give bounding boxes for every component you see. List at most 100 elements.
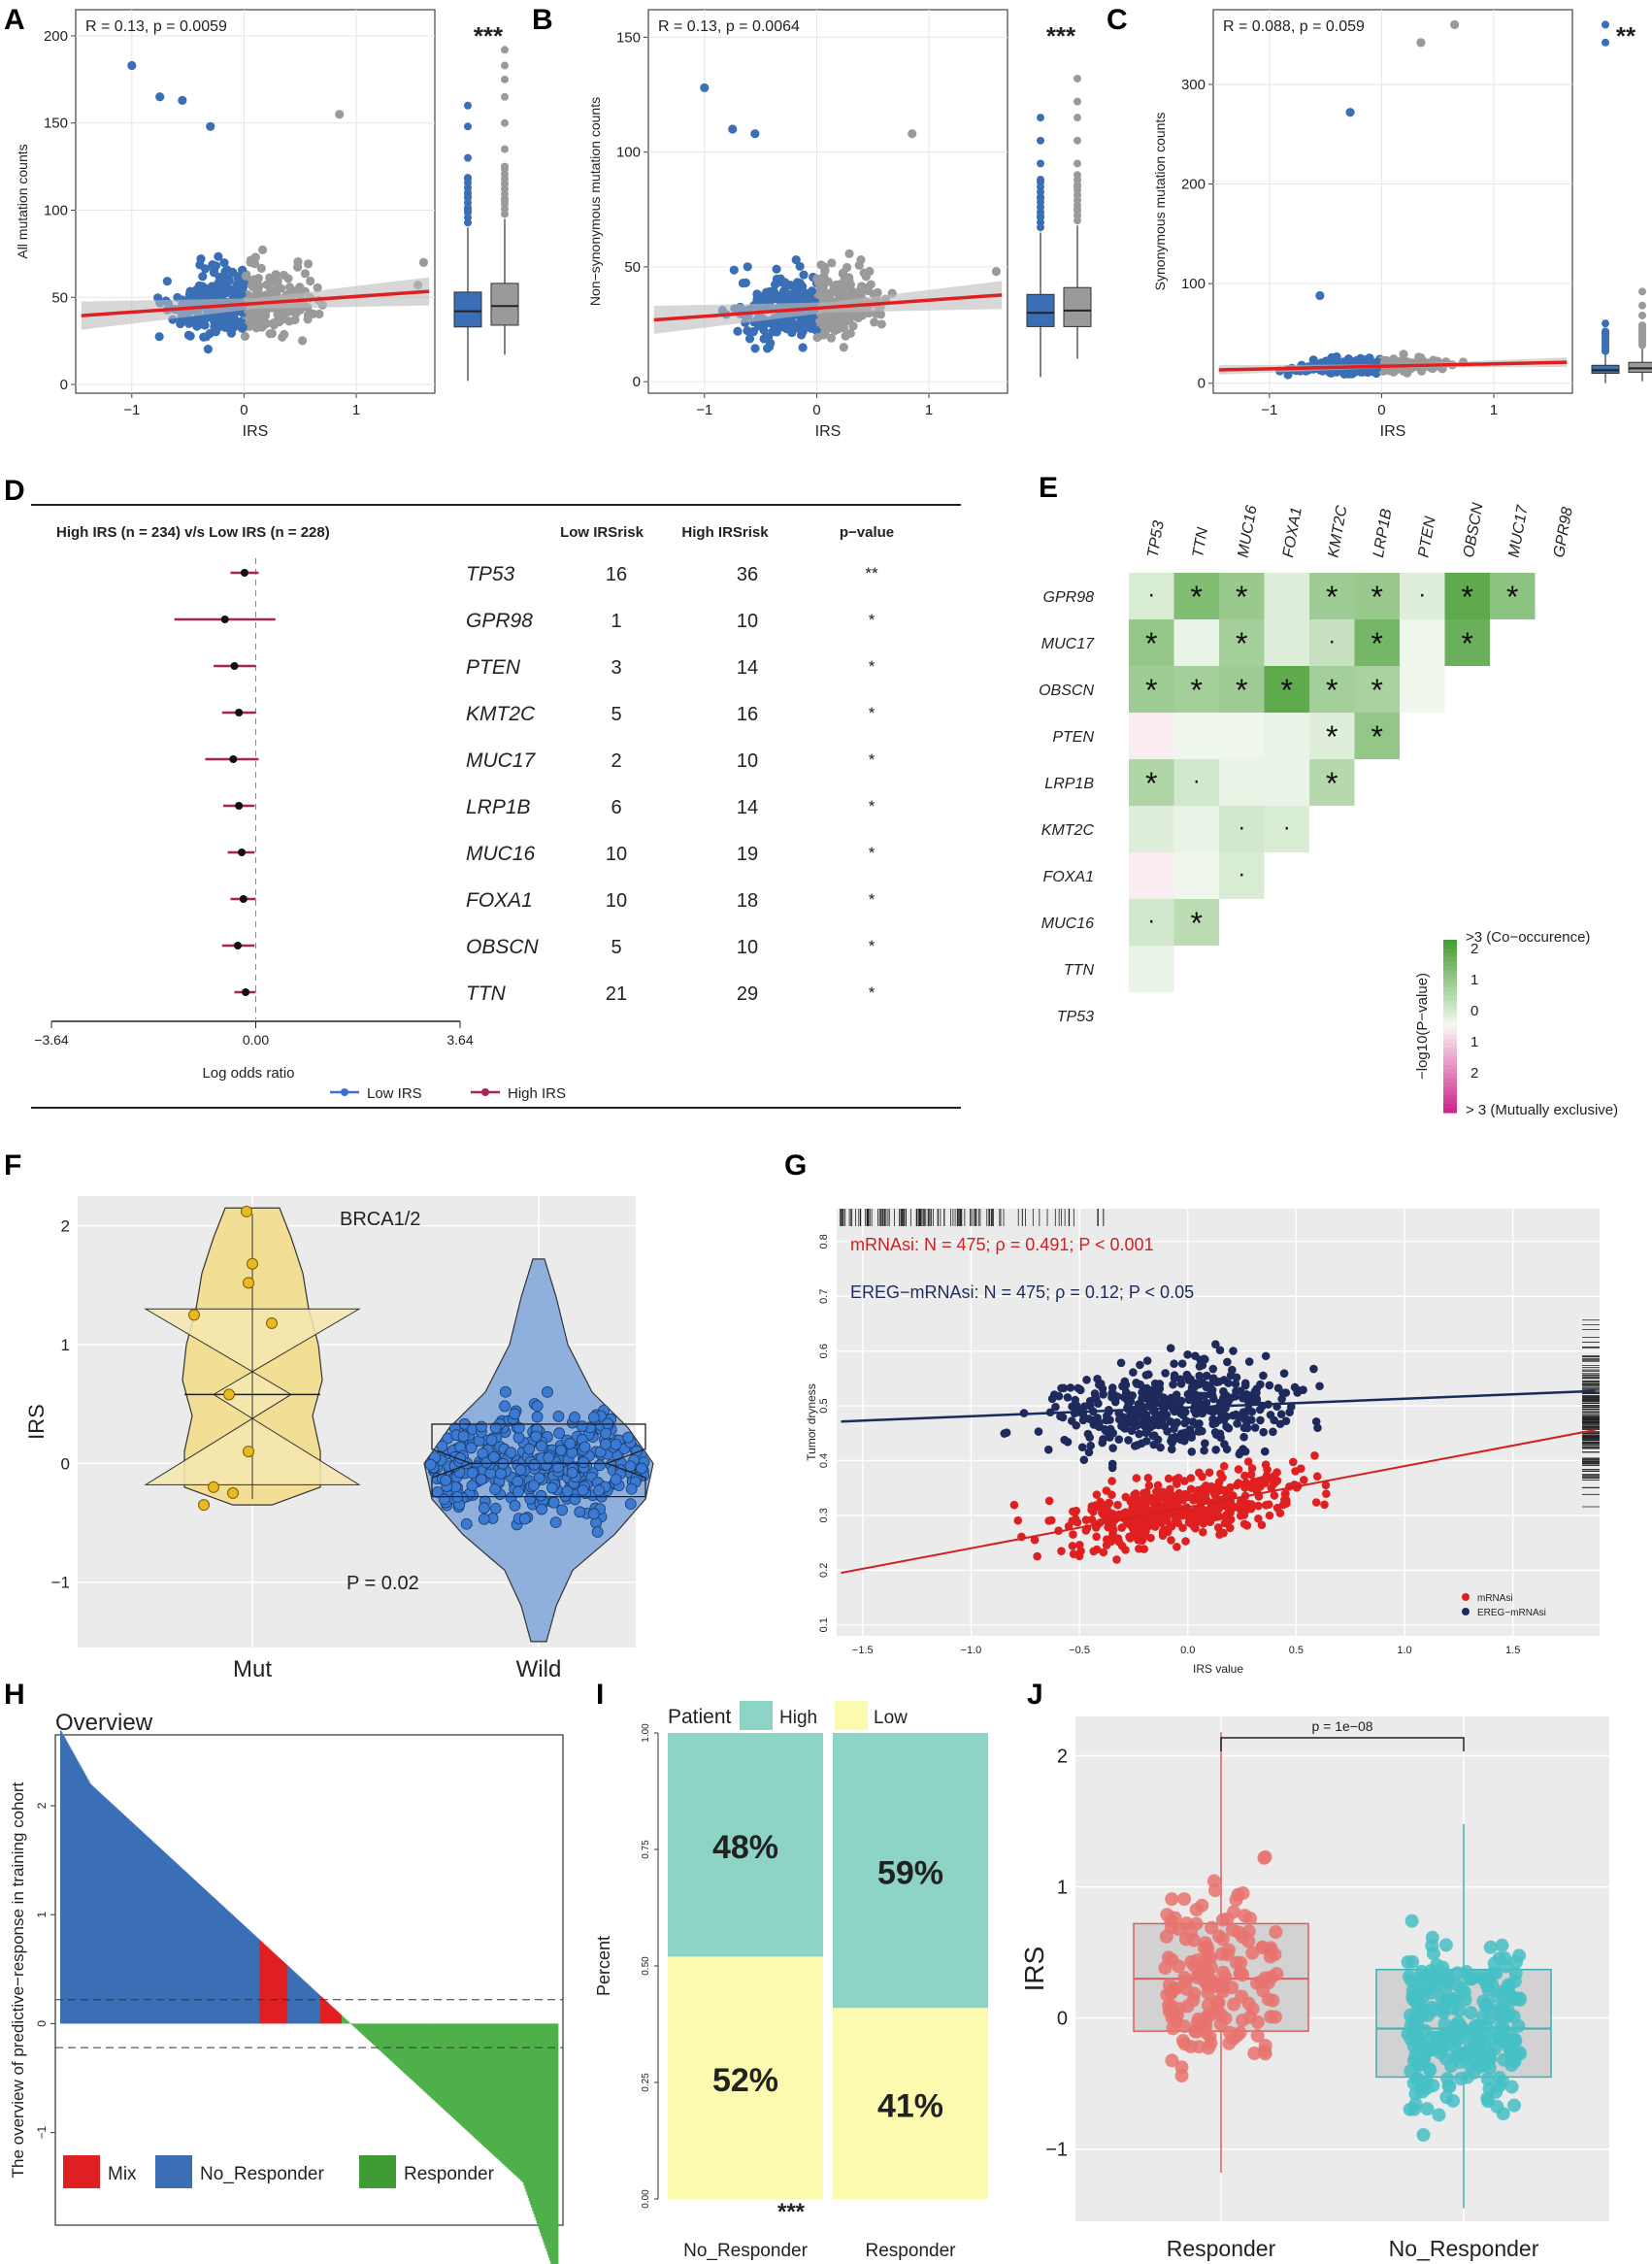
ereg-point — [1105, 1432, 1113, 1442]
ereg-point — [1116, 1358, 1126, 1368]
legend-color-step — [1443, 1004, 1457, 1010]
legend-tick-label: 2 — [1470, 941, 1478, 957]
box-outlier — [1074, 114, 1081, 122]
heatmap-cell — [1264, 759, 1309, 806]
x-axis-label: IRS value — [1193, 1662, 1243, 1676]
ereg-point — [1132, 1380, 1141, 1388]
scatter-point — [795, 279, 805, 288]
forest-point — [240, 569, 248, 577]
scatter-point — [275, 308, 285, 317]
high-count: 10 — [737, 937, 758, 958]
significance-label: *** — [474, 21, 504, 50]
jitter-point — [1199, 2025, 1213, 2040]
ereg-point — [1058, 1413, 1068, 1422]
mrna-point — [1225, 1523, 1235, 1533]
ereg-point — [1098, 1438, 1107, 1448]
x-tick-label: 0.00 — [243, 1032, 269, 1048]
legend-color-step — [1443, 1013, 1457, 1018]
heatmap-cell — [1219, 852, 1265, 899]
wild-point — [610, 1473, 622, 1485]
heatmap-row-label: LRP1B — [1044, 776, 1094, 792]
scatter-point — [248, 282, 257, 291]
ereg-point — [1212, 1378, 1221, 1386]
ereg-point — [1154, 1383, 1163, 1393]
heatmap-row-label: TTN — [1064, 962, 1095, 979]
mut-point — [227, 1486, 239, 1499]
ereg-point — [1164, 1395, 1173, 1404]
heatmap-row-label: KMT2C — [1041, 822, 1095, 839]
legend-color-step — [1443, 1000, 1457, 1006]
mut-point — [198, 1499, 210, 1512]
ereg-stat-label: EREG−mRNAsi: N = 475; ρ = 0.12; P < 0.05 — [850, 1282, 1194, 1302]
wild-point — [535, 1489, 547, 1502]
panel-label-d: D — [4, 475, 25, 507]
heatmap-cell — [1129, 899, 1174, 946]
scatter-point — [729, 265, 739, 275]
wild-point — [465, 1442, 478, 1454]
bar-low-label: 52% — [712, 2062, 778, 2099]
mrna-point — [1312, 1472, 1322, 1482]
jitter-point — [1269, 1925, 1283, 1940]
mut-point — [208, 1481, 219, 1493]
x-tick-label: 0 — [1377, 402, 1385, 418]
ereg-point — [1170, 1359, 1178, 1369]
mrna-point — [1234, 1479, 1243, 1487]
ereg-point — [1315, 1382, 1324, 1391]
gene-label: PTEN — [466, 656, 521, 679]
scatter-point — [225, 324, 235, 335]
heatmap-cell — [1219, 806, 1265, 852]
scatter-point — [335, 110, 345, 119]
ereg-point — [1195, 1371, 1205, 1381]
legend-title: −log10(P−value) — [1414, 973, 1431, 1080]
mrna-point — [1173, 1543, 1181, 1551]
wild-point — [602, 1417, 614, 1430]
scatter-point — [256, 263, 266, 273]
wild-point — [478, 1513, 490, 1525]
heatmap-mark: · — [1328, 628, 1336, 654]
low-count: 5 — [611, 704, 621, 725]
wild-point — [556, 1504, 569, 1516]
low-count: 10 — [606, 890, 627, 912]
legend-color-step — [1443, 1090, 1457, 1096]
heatmap-cell — [1173, 573, 1219, 619]
scatter-point — [743, 326, 752, 336]
legend-color-step — [1443, 1073, 1457, 1079]
jitter-point — [1401, 1955, 1415, 1970]
legend-color-step — [1443, 948, 1457, 953]
box-outlier — [1037, 159, 1044, 168]
wild-point — [552, 1410, 565, 1422]
mrna-point — [1057, 1547, 1066, 1555]
ereg-point — [1277, 1394, 1286, 1404]
forest-point — [229, 755, 238, 763]
scatter-point — [700, 83, 710, 93]
ereg-point — [1138, 1394, 1146, 1403]
jitter-point — [1178, 1932, 1193, 1947]
wild-point — [512, 1476, 524, 1487]
scatter-point — [876, 310, 886, 319]
mrna-point — [1288, 1457, 1298, 1467]
ereg-point — [1183, 1350, 1192, 1359]
ereg-point — [1124, 1436, 1133, 1445]
heatmap-cell — [1309, 759, 1355, 806]
x-tick-label: −1 — [696, 402, 712, 418]
scatter-point — [750, 344, 760, 353]
scatter-point — [241, 271, 250, 281]
scatter-point — [798, 343, 808, 352]
scatter-point — [738, 279, 748, 288]
x-tick-label: 0 — [812, 402, 820, 418]
panel-label-i: I — [596, 1679, 604, 1711]
heatmap-mark: * — [1236, 580, 1247, 615]
jitter-point — [1437, 2039, 1451, 2053]
brca-label: BRCA1/2 — [340, 1209, 420, 1230]
ereg-point — [1242, 1423, 1252, 1433]
mut-point — [243, 1277, 254, 1289]
scatter-point — [252, 308, 262, 317]
wild-point — [546, 1482, 558, 1494]
ereg-point — [1208, 1408, 1218, 1416]
wild-point — [591, 1526, 604, 1538]
mrna-point — [1254, 1501, 1263, 1511]
ereg-point — [1141, 1371, 1151, 1380]
ereg-point — [1140, 1421, 1149, 1431]
mrna-point — [1265, 1511, 1274, 1520]
y-tick-label: 2 — [35, 1802, 49, 1809]
